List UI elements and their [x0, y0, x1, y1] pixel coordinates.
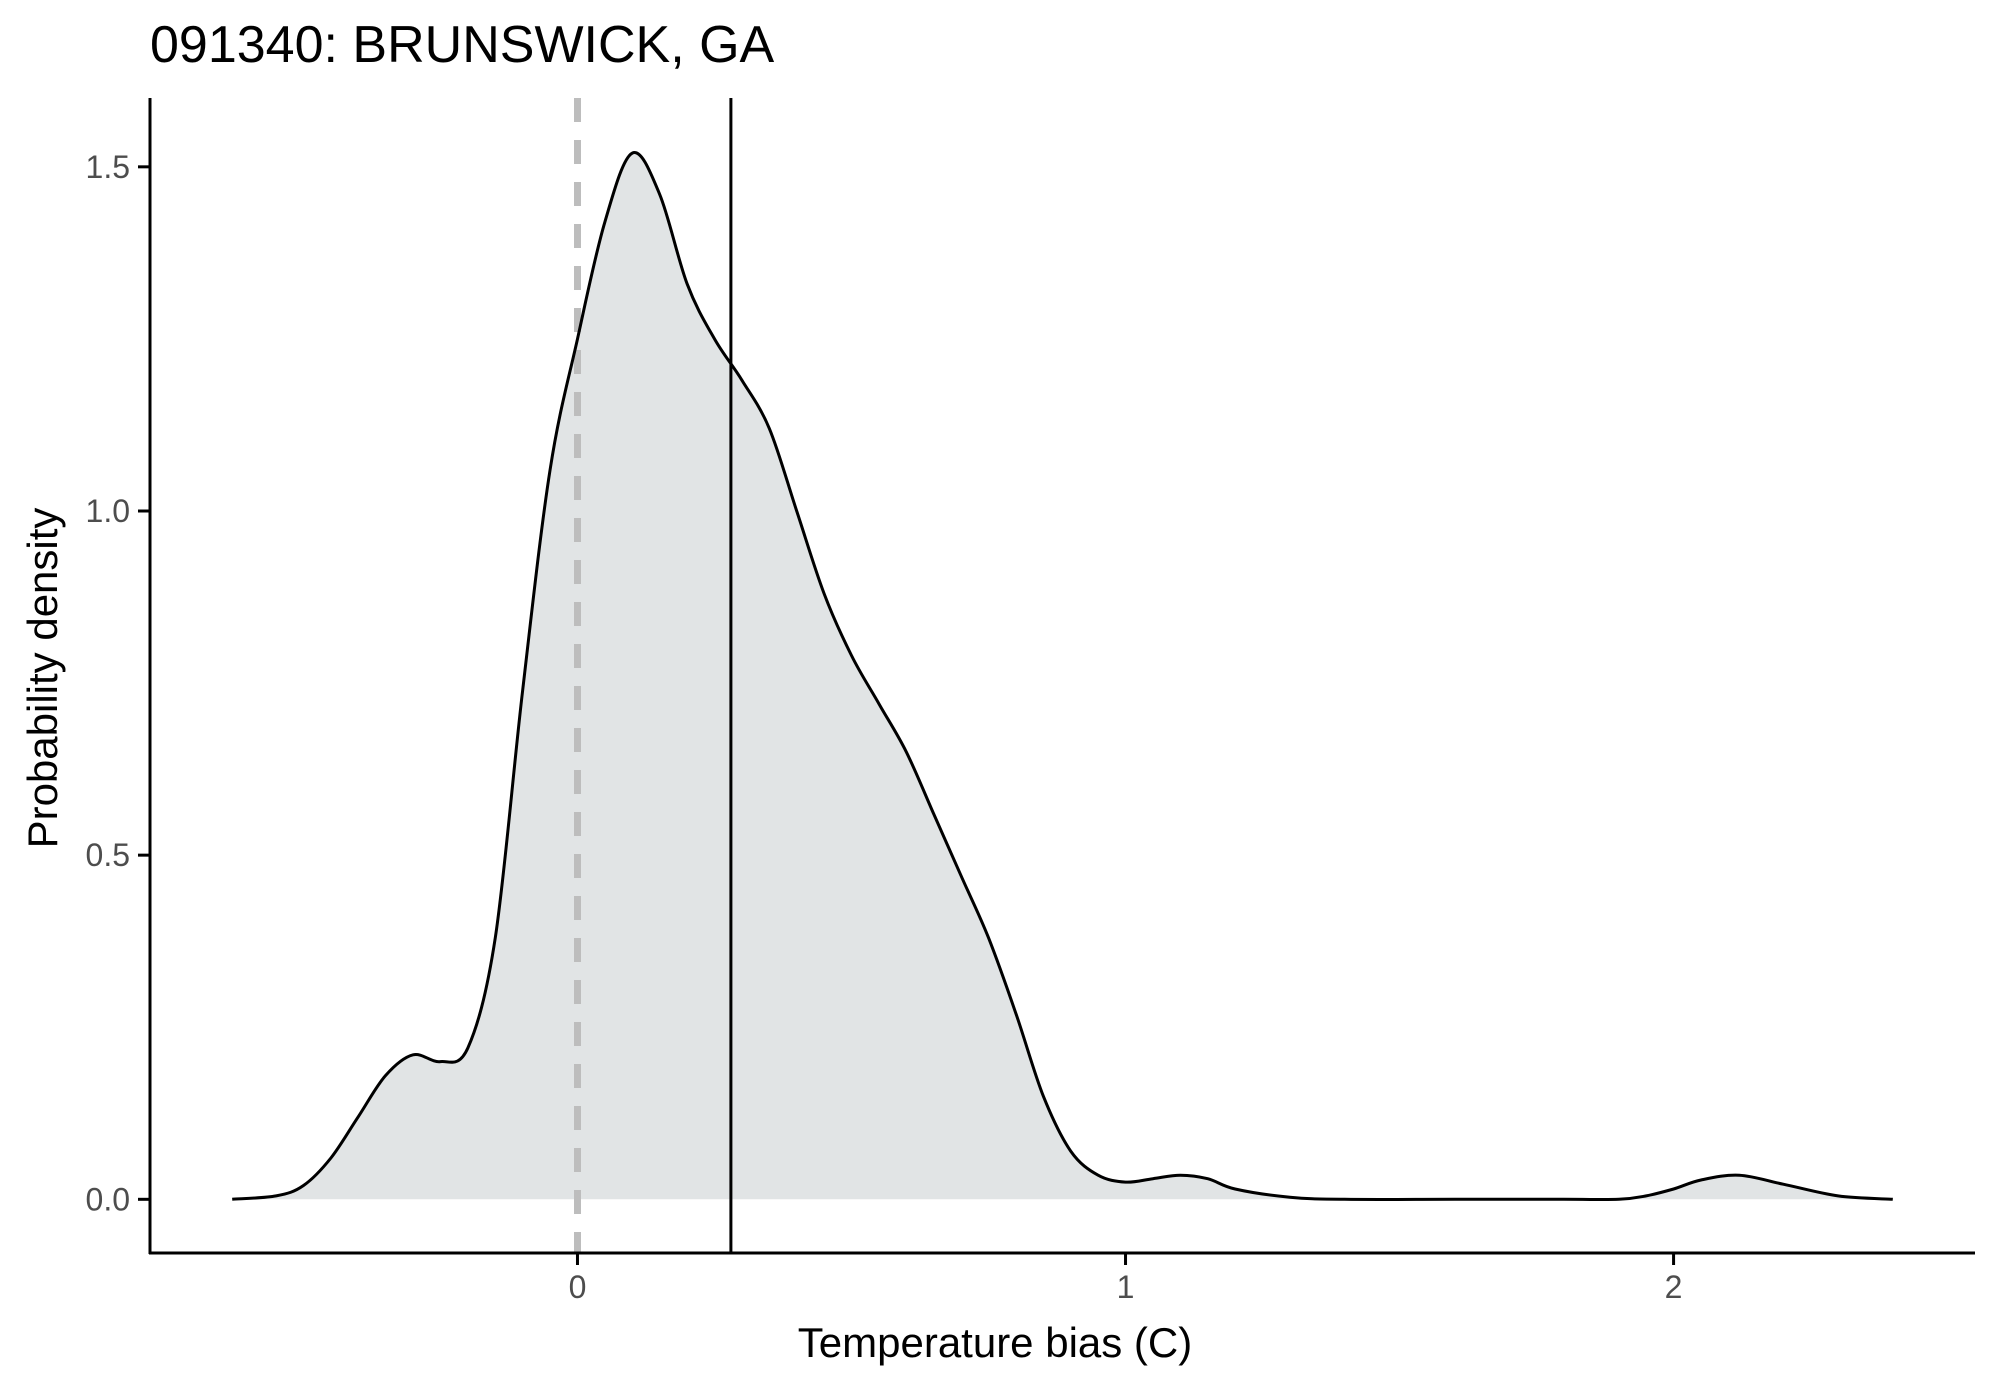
x-tick-label: 0 — [569, 1269, 587, 1305]
chart-title: 091340: BRUNSWICK, GA — [150, 16, 775, 74]
y-tick-label: 1.5 — [86, 149, 130, 185]
x-tick-label: 1 — [1117, 1269, 1135, 1305]
density-curve — [232, 151, 1893, 1202]
y-tick-label: 0.0 — [86, 1181, 130, 1217]
y-tick-label: 1.0 — [86, 493, 130, 529]
x-axis-title: Temperature bias (C) — [798, 1319, 1192, 1366]
y-axis-title: Probability density — [19, 508, 66, 849]
axes: 0 1 2 0.0 0.5 1.0 1.5 — [86, 98, 1975, 1305]
plot-area — [232, 98, 1893, 1253]
density-area — [232, 152, 1893, 1200]
y-tick-label: 0.5 — [86, 837, 130, 873]
x-tick-label: 2 — [1665, 1269, 1683, 1305]
